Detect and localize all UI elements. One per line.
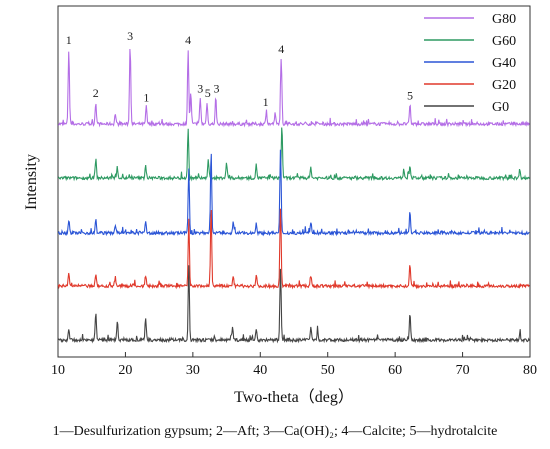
- series-line-g60: [57, 127, 530, 182]
- x-tick-label: 70: [456, 363, 470, 378]
- peak-annotation: 4: [185, 33, 191, 47]
- trace-group: [57, 48, 530, 344]
- peak-annotation: 4: [278, 42, 284, 56]
- series-line-g20: [57, 208, 530, 290]
- peak-annotation: 3: [127, 29, 133, 43]
- legend-label-g0: G0: [492, 100, 509, 115]
- legend-label-g60: G60: [492, 34, 516, 49]
- legend-label-g20: G20: [492, 78, 516, 93]
- series-line-g80: [57, 48, 530, 128]
- x-tick-label: 30: [186, 363, 200, 378]
- x-tick-label: 20: [118, 363, 132, 378]
- x-tick-label: 10: [51, 363, 65, 378]
- figure-caption: 1—Desulfurization gypsum; 2—Aft; 3—Ca(OH…: [52, 424, 498, 439]
- x-axis: 10 20 30 40 50 60 70 80: [51, 352, 537, 378]
- peak-annotation: 1: [143, 90, 149, 104]
- legend: G80 G60 G40 G20 G0: [424, 12, 516, 115]
- legend-label-g80: G80: [492, 12, 516, 27]
- peak-annotation: 1: [263, 95, 269, 109]
- peak-annotation: 1: [66, 33, 72, 47]
- x-tick-label: 50: [321, 363, 335, 378]
- peak-annotation: 2: [93, 86, 99, 100]
- plot-frame: [57, 5, 531, 358]
- x-axis-label: Two-theta（deg）: [234, 388, 354, 406]
- x-tick-label: 40: [253, 363, 267, 378]
- peak-annotation: 5: [205, 86, 211, 100]
- peak-annotation: 5: [407, 89, 413, 103]
- x-tick-label: 60: [388, 363, 402, 378]
- y-axis-label: Intensity: [23, 154, 40, 210]
- series-line-g0: [57, 265, 530, 344]
- peak-annotation: 3: [197, 82, 203, 96]
- series-line-g40: [57, 149, 530, 237]
- legend-label-g40: G40: [492, 56, 516, 71]
- peak-annotation: 3: [213, 82, 219, 96]
- x-tick-label: 80: [523, 363, 537, 378]
